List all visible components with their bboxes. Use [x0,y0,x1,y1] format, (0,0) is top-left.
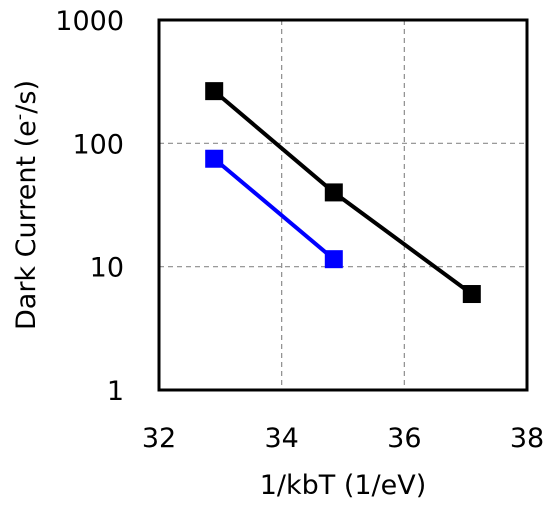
series-0-point-0 [205,82,224,101]
series-0-point-1 [324,183,343,202]
grid-lines [159,20,527,390]
x-tick-labels: 32 34 36 38 [142,423,544,454]
y-tick-label-3: 1000 [55,6,124,37]
plot-frame [157,18,529,392]
y-tick-label-0: 1 [107,376,124,407]
series-1-point-0 [205,149,224,168]
x-tick-label-0: 32 [142,423,176,454]
series-0-point-2 [462,285,481,304]
y-tick-label-2: 100 [72,129,124,160]
series-1-line [212,157,336,261]
x-tick-label-1: 34 [264,423,298,454]
series-1-point-1 [324,250,343,269]
y-tick-labels: 1 10 100 1000 [55,6,124,407]
y-axis-title-suffix: /s) [11,80,42,114]
y-axis-title-prefix: Dark Current (e [11,120,42,330]
y-axis-title-sup: - [9,114,30,121]
x-tick-label-2: 36 [387,423,421,454]
x-axis-title: 1/kbT (1/eV) [260,470,427,501]
y-tick-label-1: 10 [90,253,124,284]
series-layer [205,82,481,304]
y-axis-title: Dark Current (e-/s) [9,80,43,330]
x-tick-label-3: 38 [510,423,544,454]
